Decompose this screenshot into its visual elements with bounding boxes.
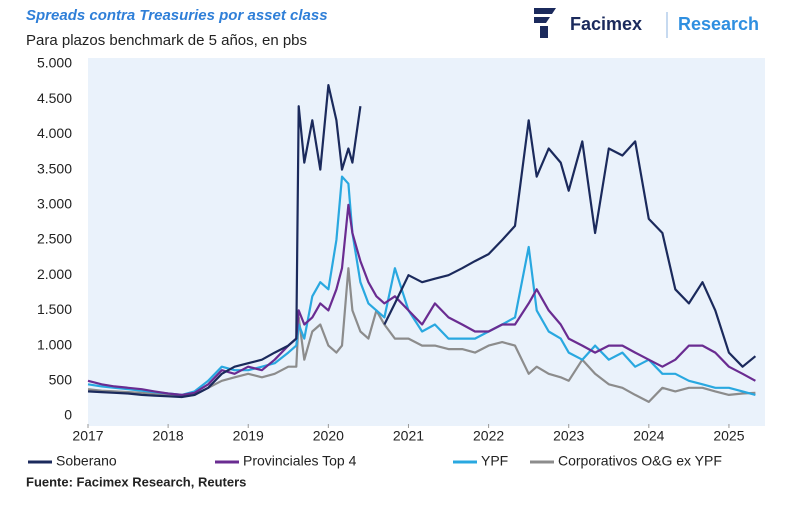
logo-icon [534,8,556,38]
chart-title: Spreads contra Treasuries por asset clas… [26,7,328,24]
y-tick-label: 1.000 [37,336,72,352]
y-tick-label: 4.000 [37,125,72,141]
legend-label: Soberano [56,453,117,469]
source: Fuente: Facimex Research, Reuters [26,474,246,489]
series-line [87,203,756,396]
legend-label: Corporativos O&G ex YPF [558,453,722,469]
x-tick-label: 2018 [153,428,184,444]
series-line [87,175,756,396]
x-tick-label: 2025 [713,428,744,444]
chart-subtitle: Para plazos benchmark de 5 años, en pbs [26,32,307,49]
y-tick-label: 2.000 [37,266,72,282]
logo: Facimex Research [534,8,759,38]
x-tick-label: 2024 [633,428,664,444]
y-tick-label: 3.000 [37,196,72,212]
brand-section: Research [678,14,759,34]
brand: Facimex [570,14,642,34]
y-tick-label: 4.500 [37,90,72,106]
series-line [87,84,757,399]
y-tick-label: 2.500 [37,231,72,247]
x-tick-label: 2017 [72,428,103,444]
x-tick-label: 2019 [233,428,264,444]
y-tick-label: 0 [64,407,72,423]
x-tick-label: 2022 [473,428,504,444]
x-tick-label: 2020 [313,428,344,444]
y-tick-label: 5.000 [37,55,72,71]
legend-label: YPF [481,453,508,469]
y-tick-label: 500 [49,372,73,388]
legend-label: Provinciales Top 4 [243,453,357,469]
x-tick-label: 2023 [553,428,584,444]
x-tick-label: 2021 [393,428,424,444]
y-tick-label: 3.500 [37,160,72,176]
y-tick-label: 1.500 [37,301,72,317]
